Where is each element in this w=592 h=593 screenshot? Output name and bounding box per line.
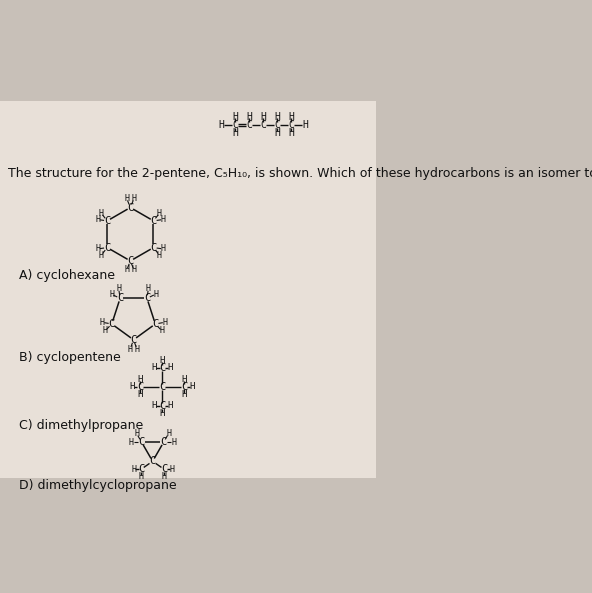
Text: H: H xyxy=(159,409,165,418)
Text: H: H xyxy=(116,285,121,294)
Text: H: H xyxy=(167,401,172,410)
Text: H: H xyxy=(95,215,100,224)
Text: H: H xyxy=(131,265,136,275)
Text: H: H xyxy=(152,401,157,410)
Text: C) dimethylpropane: C) dimethylpropane xyxy=(19,419,143,432)
Text: H: H xyxy=(260,111,266,122)
Text: C: C xyxy=(104,216,110,226)
Text: H: H xyxy=(171,438,176,447)
Text: H: H xyxy=(137,375,143,384)
Text: H: H xyxy=(127,345,133,354)
Text: H: H xyxy=(246,111,252,122)
Text: C: C xyxy=(150,243,157,253)
Text: H: H xyxy=(189,382,195,391)
Text: H: H xyxy=(137,390,143,399)
Text: H: H xyxy=(146,285,151,294)
Text: C: C xyxy=(144,294,150,304)
Text: C: C xyxy=(150,216,157,226)
Text: H: H xyxy=(288,111,294,122)
Text: H: H xyxy=(109,290,114,299)
Text: C: C xyxy=(127,256,133,266)
Text: A) cyclohexane: A) cyclohexane xyxy=(19,269,115,282)
Text: C: C xyxy=(152,319,159,329)
Text: C: C xyxy=(159,363,165,373)
Text: The structure for the 2-pentene, C₅H₁₀, is shown. Which of these hydrocarbons is: The structure for the 2-pentene, C₅H₁₀, … xyxy=(8,167,592,180)
Text: H: H xyxy=(162,473,166,482)
Text: H: H xyxy=(139,473,144,482)
Text: B) cyclopentene: B) cyclopentene xyxy=(19,350,121,364)
Text: C: C xyxy=(159,382,165,392)
Text: H: H xyxy=(130,382,135,391)
Text: C: C xyxy=(127,203,133,212)
Text: H: H xyxy=(182,390,187,399)
Text: H: H xyxy=(153,290,158,299)
Text: C: C xyxy=(288,120,294,130)
Text: H: H xyxy=(157,251,162,260)
Text: H: H xyxy=(232,128,238,138)
Text: H: H xyxy=(99,209,104,218)
Text: C: C xyxy=(260,120,266,130)
Text: H: H xyxy=(124,265,129,275)
Text: C: C xyxy=(181,382,188,392)
Polygon shape xyxy=(0,101,377,478)
Text: C: C xyxy=(139,437,144,447)
Text: C: C xyxy=(159,401,165,411)
Text: H: H xyxy=(129,438,134,447)
Text: C: C xyxy=(160,437,167,447)
Text: D) dimethylcyclopropane: D) dimethylcyclopropane xyxy=(19,479,176,492)
Text: C: C xyxy=(117,294,123,304)
Text: H: H xyxy=(152,364,157,372)
Text: H: H xyxy=(232,111,238,122)
Text: H: H xyxy=(99,251,104,260)
Text: H: H xyxy=(159,326,165,335)
Text: H: H xyxy=(274,128,280,138)
Text: H: H xyxy=(100,318,105,327)
Text: H: H xyxy=(131,194,136,203)
Text: H: H xyxy=(218,120,224,130)
Text: H: H xyxy=(131,465,136,474)
Text: H: H xyxy=(134,345,140,354)
Text: H: H xyxy=(95,244,100,253)
Text: H: H xyxy=(169,465,174,474)
Text: H: H xyxy=(166,429,171,438)
Text: H: H xyxy=(102,326,108,335)
Text: H: H xyxy=(167,364,172,372)
Text: H: H xyxy=(157,209,162,218)
Text: C: C xyxy=(130,335,137,345)
Text: H: H xyxy=(134,429,139,438)
Text: C: C xyxy=(104,243,110,253)
Text: H: H xyxy=(303,120,308,130)
Text: H: H xyxy=(274,111,280,122)
Text: H: H xyxy=(124,194,129,203)
Text: C: C xyxy=(109,319,115,329)
Text: H: H xyxy=(162,318,167,327)
Text: H: H xyxy=(159,356,165,365)
Text: C: C xyxy=(138,464,144,474)
Text: H: H xyxy=(288,128,294,138)
Text: H: H xyxy=(182,375,187,384)
Text: C: C xyxy=(232,120,238,130)
Text: C: C xyxy=(137,382,143,392)
Text: C: C xyxy=(150,456,156,466)
Text: C: C xyxy=(274,120,280,130)
Text: C: C xyxy=(161,464,167,474)
Text: C: C xyxy=(246,120,252,130)
Text: H: H xyxy=(160,215,165,224)
Text: H: H xyxy=(160,244,165,253)
